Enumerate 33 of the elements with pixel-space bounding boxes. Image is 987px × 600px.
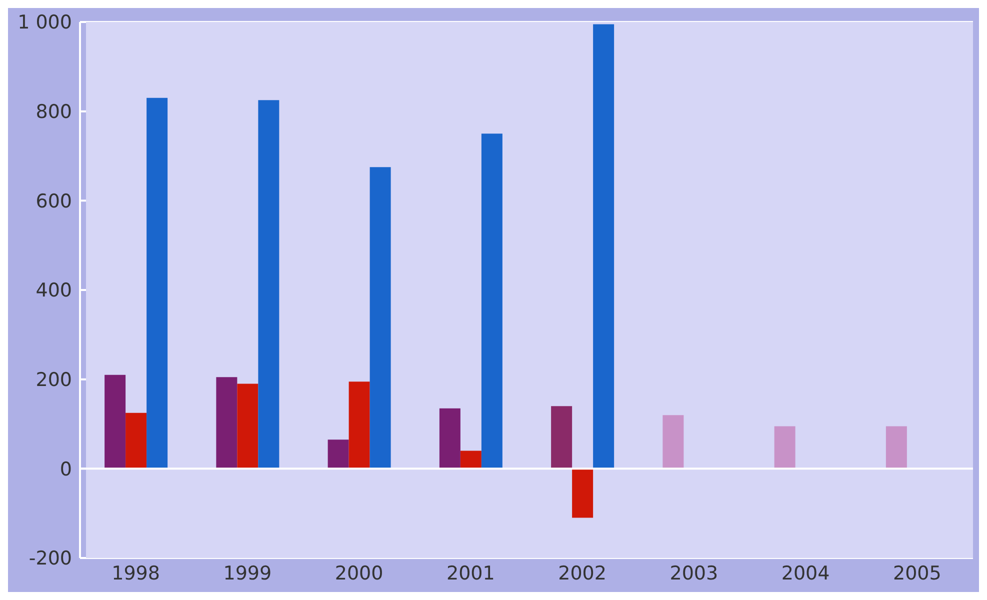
bar [370, 167, 391, 469]
y-tick-label: 1 000 [18, 12, 72, 34]
bar [593, 24, 614, 469]
bar [551, 406, 572, 469]
y-tick-label: 400 [36, 280, 72, 302]
x-tick-label: 1999 [223, 562, 272, 584]
bar [774, 426, 796, 469]
x-tick-label: 2005 [893, 562, 942, 584]
y-tick-label: 0 [60, 458, 72, 480]
bar [886, 426, 907, 469]
x-tick-label: 2003 [670, 562, 718, 584]
bar [662, 415, 684, 469]
bar [104, 374, 126, 469]
x-tick-label: 1998 [112, 562, 160, 584]
x-tick-label: 2000 [334, 562, 384, 584]
x-tick-label: 2002 [558, 562, 606, 584]
bar [572, 468, 594, 518]
bar [258, 100, 280, 469]
x-tick-label: 2004 [781, 562, 830, 584]
y-tick-label: -200 [28, 548, 72, 570]
y-tick-label: 200 [36, 369, 72, 392]
bar [481, 134, 502, 469]
y-tick-label: 800 [36, 101, 72, 124]
x-tick-label: 2001 [446, 562, 495, 584]
bar [146, 98, 168, 469]
bar [237, 384, 258, 469]
bar [460, 450, 482, 469]
bar [439, 408, 460, 469]
bar [328, 440, 349, 469]
bar [216, 377, 238, 469]
bar [126, 412, 147, 469]
bar [348, 382, 370, 469]
y-tick-label: 600 [36, 190, 72, 212]
